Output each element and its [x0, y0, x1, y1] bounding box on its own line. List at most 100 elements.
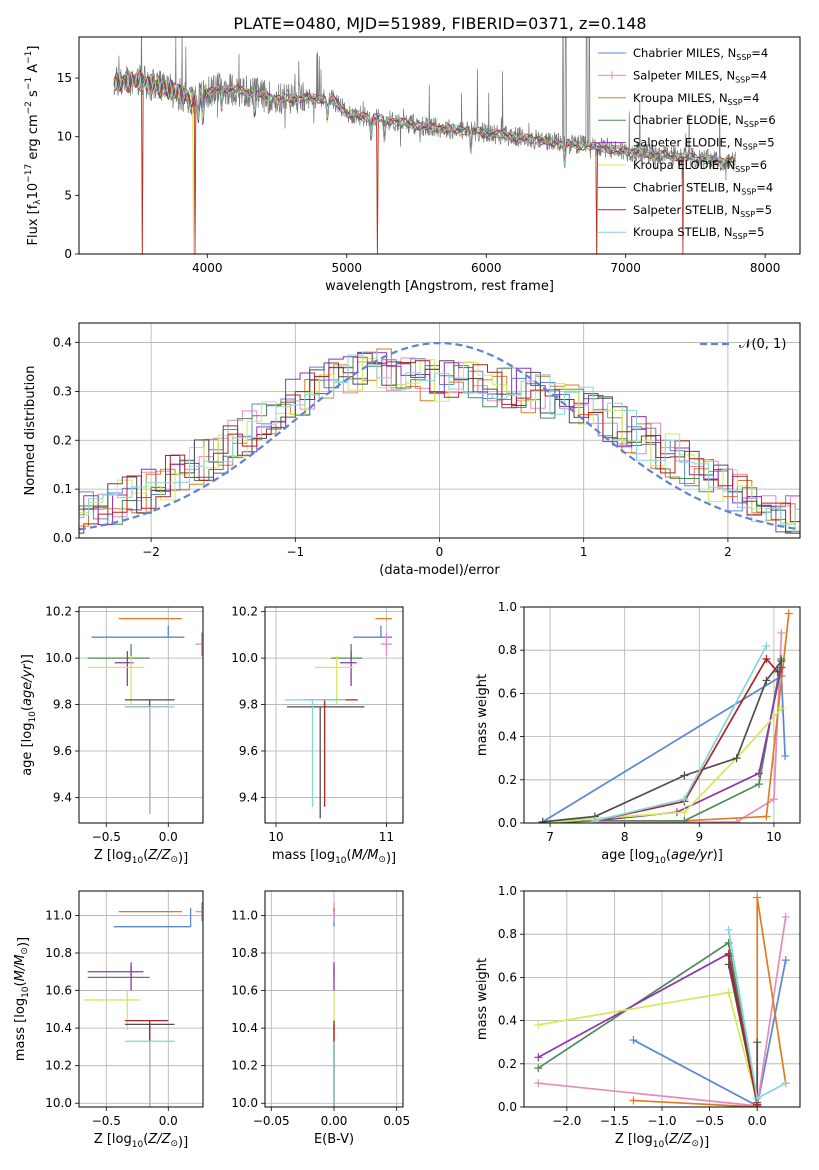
plus-marker: [769, 795, 778, 804]
x-tick-label: 10: [766, 830, 781, 844]
y-tick-label: 10: [57, 130, 72, 144]
plot-area-mass_vs_Z: [83, 902, 203, 1107]
massweight-line: [537, 952, 759, 1105]
x-tick-label: 4000: [192, 261, 223, 275]
x-tick-label: −2: [142, 545, 160, 559]
y-axis-label: mass weight: [475, 674, 490, 756]
x-tick-label: −1.0: [647, 1114, 676, 1128]
x-axis-label: age [log10(age/yr)]: [601, 848, 723, 866]
x-tick-label: 7000: [610, 261, 641, 275]
x-axis-label: wavelength [Angstrom, rest frame]: [325, 279, 554, 294]
plus-marker: [784, 609, 793, 618]
x-tick-label: −0.5: [695, 1114, 724, 1128]
plus-marker: [762, 812, 771, 821]
plus-marker: [781, 1079, 790, 1088]
x-tick-label: −1.5: [600, 1114, 629, 1128]
plot-area-spectrum: [113, 37, 736, 254]
plus-marker: [680, 808, 689, 817]
y-tick-label: 10.8: [45, 946, 72, 960]
plot-area-massweight_vs_Z: [534, 893, 790, 1107]
y-tick-label: 0.2: [53, 433, 72, 447]
plus-marker: [753, 1094, 762, 1103]
x-tick-label: 0.00: [321, 1114, 348, 1128]
y-tick-label: 10.2: [231, 605, 258, 619]
x-axis-label: E(B-V): [314, 1132, 354, 1147]
y-tick-label: 11.0: [231, 908, 258, 922]
figure-title: PLATE=0480, MJD=51989, FIBERID=0371, z=0…: [233, 14, 646, 33]
x-tick-label: 0.0: [159, 830, 178, 844]
y-axis-label: Normed distribution: [23, 366, 38, 496]
y-tick-label: 10.0: [231, 1096, 258, 1110]
panel-spectrum: 4000 5000 6000 7000 8000 0 5 10 15 wavelength [An…: [24, 36, 801, 294]
histogram-series: [79, 360, 800, 534]
plus-marker: [724, 925, 733, 934]
plus-marker: [724, 951, 733, 960]
x-tick-label: 0.0: [159, 1114, 178, 1128]
y-tick-label: 9.8: [53, 698, 72, 712]
y-tick-label: 0.0: [498, 816, 517, 830]
axes-frame: [78, 36, 801, 255]
plus-marker: [534, 1079, 543, 1088]
x-axis-label: (data-model)/error: [379, 563, 500, 578]
panel-residuals: −2 −1 0 1 2 0.0 0.1 0.2 0.3 0.4 (data-model)/error…: [23, 322, 801, 578]
y-tick-label: 10.6: [231, 984, 258, 998]
plus-marker: [724, 960, 733, 969]
y-tick-label: 10.2: [45, 605, 72, 619]
y-axis-label: Flux [fλ10−17 erg cm−2 s−1 A−1]: [24, 46, 43, 246]
x-tick-label: −0.5: [92, 1114, 121, 1128]
histogram-series: [79, 357, 800, 534]
plus-marker: [538, 817, 547, 823]
plus-marker: [534, 1020, 543, 1029]
y-tick-label: 9.4: [53, 790, 72, 804]
y-tick-label: 5: [64, 188, 72, 202]
y-tick-label: 10.4: [231, 1021, 258, 1035]
massweight-line: [542, 674, 786, 823]
axes-frame: [78, 322, 801, 539]
massweight-line: [537, 941, 759, 1105]
plus-marker: [762, 654, 771, 663]
x-tick-label: −0.05: [253, 1114, 290, 1128]
panel-mass_vs_ebv: −0.05 0.00 0.05 10.0 10.2 10.4 10.6 10.8 11.0 E(B…: [231, 890, 410, 1147]
spectrum-legend: Chabrier MILES, NSSP=4 Salpeter MILES, NS…: [598, 46, 776, 241]
legend-label: Kroupa MILES, NSSP=4: [633, 91, 759, 107]
y-tick-label: 9.4: [239, 790, 258, 804]
y-tick-label: 0.4: [53, 336, 72, 350]
histogram-series: [79, 352, 800, 534]
x-tick-label: 5000: [331, 261, 362, 275]
plus-marker: [754, 769, 763, 778]
y-tick-label: 0.3: [53, 384, 72, 398]
plot-area-age_vs_mass: [284, 617, 392, 819]
plus-marker: [781, 912, 790, 921]
panel-mass_vs_Z: −0.5 0.0 10.0 10.2 10.4 10.6 10.8 11.0 Z [log10(…: [13, 890, 204, 1150]
y-tick-label: 9.6: [239, 744, 258, 758]
x-tick-label: 0.0: [748, 1114, 767, 1128]
spectrum-model-line: [113, 69, 736, 254]
legend-label: Salpeter ELODIE, NSSP=5: [633, 136, 775, 152]
massweight-line: [542, 660, 783, 823]
axes-frame: [523, 890, 801, 1108]
y-tick-label: 0: [64, 247, 72, 261]
axes-frame: [78, 606, 204, 824]
plus-marker: [777, 704, 786, 713]
panel-massweight_vs_age: 7 8 9 10 0.0 0.2 0.4 0.6 0.8 1.0 age [log10(age/yr…: [475, 600, 801, 866]
panel-massweight_vs_Z: −2.0 −1.5 −1.0 −0.5 0.0 0.0 0.2 0.4 0.6 0.8 1.0 Z […: [475, 884, 801, 1150]
x-tick-label: 0: [436, 545, 444, 559]
plus-marker: [590, 816, 599, 823]
y-tick-label: 11.0: [45, 908, 72, 922]
x-tick-label: 10: [268, 830, 283, 844]
x-tick-label: −2.0: [552, 1114, 581, 1128]
plus-marker: [777, 628, 786, 637]
plus-marker: [629, 1096, 638, 1105]
y-tick-label: 10.0: [231, 651, 258, 665]
y-tick-label: 10.8: [231, 946, 258, 960]
y-tick-label: 0.2: [498, 1057, 517, 1071]
plus-marker: [534, 1053, 543, 1062]
panel-age_vs_mass: 10 11 9.4 9.6 9.8 10.0 10.2 mass [log10(M/M⊙)]: [231, 605, 404, 866]
plus-marker: [781, 752, 790, 761]
plus-marker: [762, 676, 771, 685]
histogram-series: [79, 351, 800, 525]
massweight-line: [594, 667, 783, 822]
massweight-line: [594, 645, 768, 822]
plus-marker: [534, 1064, 543, 1073]
x-tick-label: 8: [621, 830, 629, 844]
